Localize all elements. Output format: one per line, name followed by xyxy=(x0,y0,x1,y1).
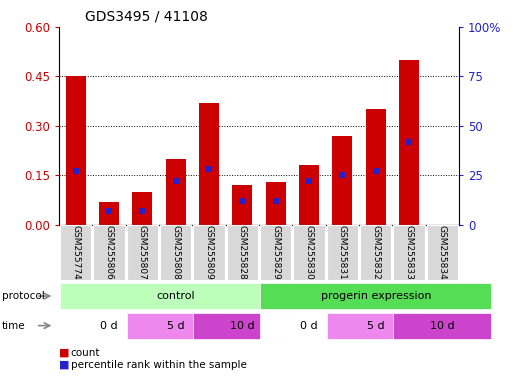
Text: GSM255834: GSM255834 xyxy=(438,225,447,280)
Text: GSM255808: GSM255808 xyxy=(171,225,180,280)
Text: ■: ■ xyxy=(59,348,69,358)
Text: 0 d: 0 d xyxy=(300,321,318,331)
Text: GSM255831: GSM255831 xyxy=(338,225,347,280)
Text: percentile rank within the sample: percentile rank within the sample xyxy=(71,360,247,370)
Text: GSM255807: GSM255807 xyxy=(138,225,147,280)
Bar xyxy=(166,159,186,225)
Bar xyxy=(66,76,86,225)
Bar xyxy=(299,166,319,225)
Text: control: control xyxy=(156,291,195,301)
Text: 10 d: 10 d xyxy=(230,321,255,331)
Bar xyxy=(366,109,386,225)
Text: time: time xyxy=(2,321,25,331)
Text: 5 d: 5 d xyxy=(167,321,185,331)
Bar xyxy=(199,103,219,225)
Bar xyxy=(399,60,419,225)
Bar xyxy=(232,185,252,225)
Bar xyxy=(332,136,352,225)
Text: progerin expression: progerin expression xyxy=(321,291,431,301)
Text: 10 d: 10 d xyxy=(430,321,455,331)
Bar xyxy=(132,192,152,225)
Text: GSM255828: GSM255828 xyxy=(238,225,247,280)
Text: GSM255774: GSM255774 xyxy=(71,225,80,280)
Text: GSM255832: GSM255832 xyxy=(371,225,380,280)
Text: GSM255833: GSM255833 xyxy=(405,225,413,280)
Text: protocol: protocol xyxy=(2,291,44,301)
Bar xyxy=(99,202,119,225)
Text: ■: ■ xyxy=(59,360,69,370)
Bar xyxy=(266,182,286,225)
Text: 5 d: 5 d xyxy=(367,321,385,331)
Text: count: count xyxy=(71,348,101,358)
Text: GSM255829: GSM255829 xyxy=(271,225,280,280)
Text: 0 d: 0 d xyxy=(100,321,118,331)
Text: GDS3495 / 41108: GDS3495 / 41108 xyxy=(85,10,208,23)
Text: GSM255809: GSM255809 xyxy=(205,225,213,280)
Text: GSM255830: GSM255830 xyxy=(305,225,313,280)
Text: GSM255806: GSM255806 xyxy=(105,225,113,280)
